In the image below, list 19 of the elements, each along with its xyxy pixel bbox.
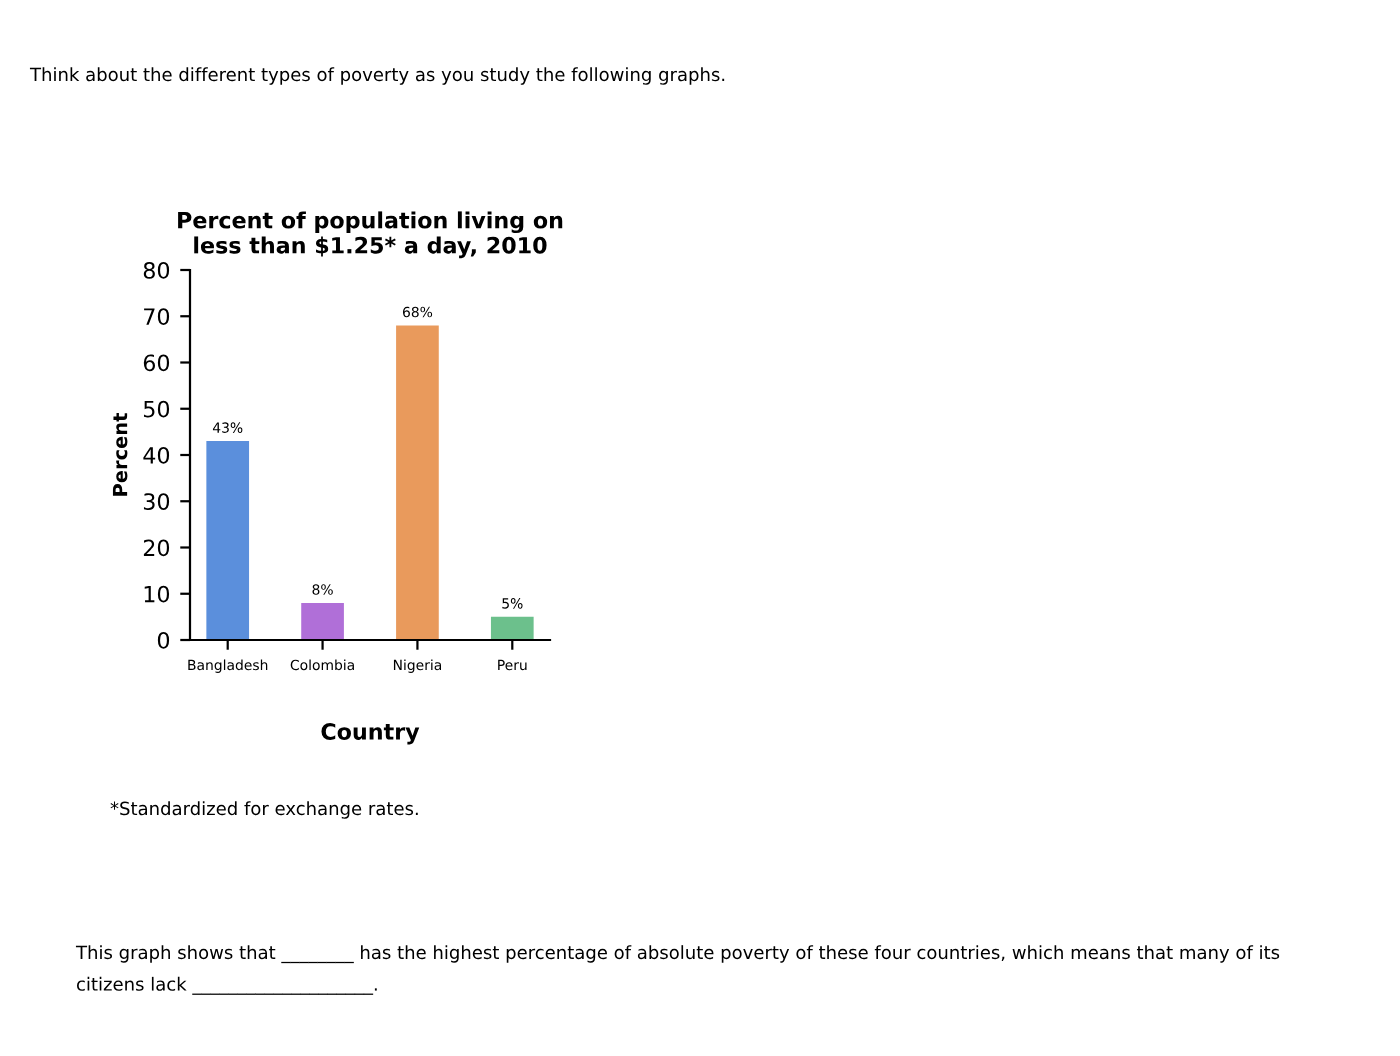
y-tick-label: 60 bbox=[143, 354, 170, 372]
text: *Standardized for exchange rates. bbox=[110, 801, 418, 819]
bar bbox=[206, 441, 250, 640]
chart-title: Percent of population living on less than $1.25* a day, 2010 bbox=[178, 211, 563, 259]
y-tick-label: 70 bbox=[144, 308, 170, 326]
y-tick-label: 30 bbox=[143, 493, 170, 511]
bar bbox=[396, 325, 439, 640]
y-tick-label: 80 bbox=[143, 261, 170, 279]
y-axis-title: Percent bbox=[112, 413, 128, 496]
y-tick-label: 20 bbox=[143, 539, 170, 557]
bar bbox=[490, 616, 534, 640]
y-tick-label: 40 bbox=[143, 446, 170, 464]
text: Think about the different types of poverty as you study the following graphs. bbox=[29, 67, 725, 85]
y-tick-label: 0 bbox=[157, 631, 170, 649]
y-tick-label: 50 bbox=[143, 400, 170, 418]
text: This graph shows that ________ has the highest percentage of absolute poverty of these four countries, which means that many of its citizens lack ____________________. bbox=[75, 945, 1280, 995]
bar bbox=[301, 603, 344, 640]
x-axis-title: Country bbox=[321, 723, 420, 745]
y-tick-label: 10 bbox=[144, 585, 170, 603]
